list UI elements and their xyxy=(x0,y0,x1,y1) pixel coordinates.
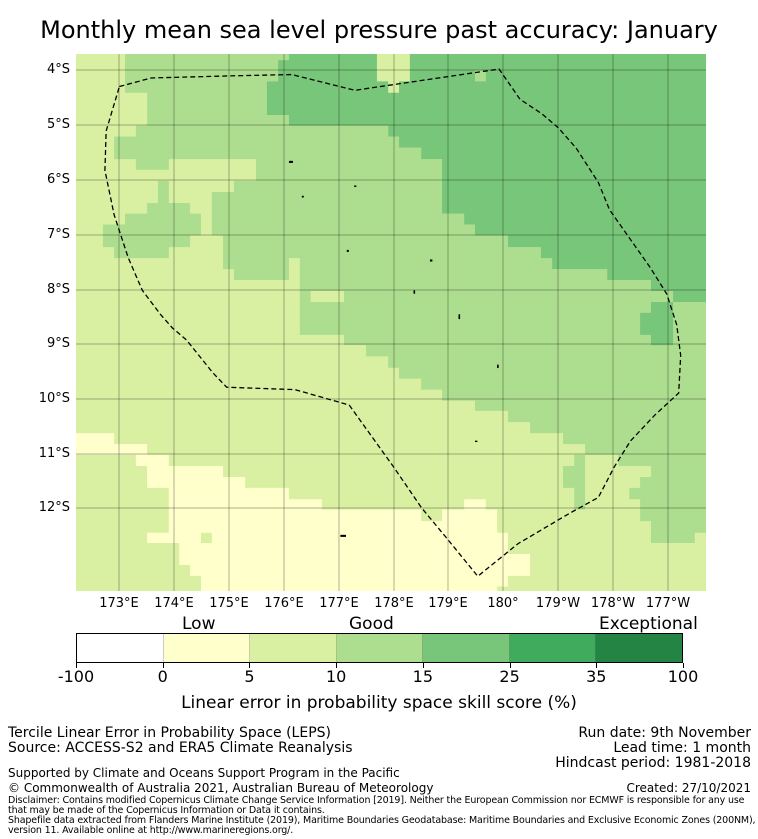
copyright-text: © Commonwealth of Australia 2021, Austra… xyxy=(8,781,434,795)
eez-boundary xyxy=(105,69,681,576)
colorbar-tick-label: 5 xyxy=(244,667,255,686)
region-10-15 xyxy=(562,454,586,510)
colorbar-tick-mark xyxy=(509,663,511,668)
colorbar-tick-label: 25 xyxy=(499,667,520,686)
latitude-label: 12°S xyxy=(38,500,70,515)
longitude-label: 179°W xyxy=(535,596,581,611)
colorbar-segment xyxy=(336,634,424,662)
gridlines xyxy=(76,54,706,591)
hindcast-period: Hindcast period: 1981-2018 xyxy=(555,755,751,771)
colorbar-tick-label: 0 xyxy=(157,667,168,686)
islands xyxy=(288,160,499,537)
region-15-25 xyxy=(640,301,674,346)
latitude-label: 4°S xyxy=(46,62,70,77)
skill-map xyxy=(76,54,706,591)
source-text: Source: ACCESS-S2 and ERA5 Climate Reana… xyxy=(8,740,353,756)
colorbar-tick-label: 35 xyxy=(586,667,607,686)
colorbar xyxy=(76,633,683,663)
colorbar-label: Linear error in probability space skill … xyxy=(181,693,577,713)
colorbar-tick-mark xyxy=(249,663,251,668)
colorbar-tick-mark xyxy=(336,663,338,668)
colorbar-tick-label: 100 xyxy=(667,667,699,686)
colorbar-tick-mark xyxy=(596,663,598,668)
latitude-label: 11°S xyxy=(38,446,70,461)
disclaimer-line-2: that may be made of the Copernicus Infor… xyxy=(8,805,325,816)
chart-title: Monthly mean sea level pressure past acc… xyxy=(40,16,718,44)
latitude-label: 6°S xyxy=(46,172,70,187)
region-10-15 xyxy=(474,70,486,82)
colorbar-tick-mark xyxy=(422,663,424,668)
disclaimer-line-1: Disclaimer: Contains modified Copernicus… xyxy=(8,795,745,806)
shapefile-line-2: version 11. Available online at http://w… xyxy=(8,825,294,836)
region-10-15 xyxy=(102,180,201,259)
region-10-15 xyxy=(114,54,706,544)
shapefile-line-1: Shapefile data extracted from Flanders M… xyxy=(8,815,756,826)
supported-text: Supported by Climate and Oceans Support … xyxy=(8,766,400,780)
latitude-label: 8°S xyxy=(46,282,70,297)
longitude-label: 177°W xyxy=(645,596,691,611)
latitude-label: 10°S xyxy=(38,391,70,406)
colorbar-segment xyxy=(423,634,510,662)
longitude-label: 178°E xyxy=(374,596,414,611)
lead-time: Lead time: 1 month xyxy=(613,740,751,756)
colorbar-tick-mark xyxy=(162,663,164,668)
latitude-label: 7°S xyxy=(46,227,70,242)
legend-category-exceptional: Exceptional xyxy=(599,614,698,634)
colorbar-tick-label: -100 xyxy=(57,667,95,686)
longitude-label: 177°E xyxy=(319,596,359,611)
colorbar-tick-label: 10 xyxy=(325,667,347,686)
method-text: Tercile Linear Error in Probability Spac… xyxy=(8,725,331,741)
colorbar-segment xyxy=(596,634,683,662)
colorbar-tick-mark xyxy=(683,663,684,668)
legend-category-good: Good xyxy=(349,614,394,634)
longitude-label: 179°E xyxy=(428,596,468,611)
latitude-label: 5°S xyxy=(46,117,70,132)
created-date: Created: 27/10/2021 xyxy=(626,781,751,795)
colorbar-segment xyxy=(509,634,597,662)
legend-category-low: Low xyxy=(182,614,216,634)
longitude-label: 174°E xyxy=(154,596,194,611)
longitude-label: 173°E xyxy=(99,596,139,611)
region-0-5 xyxy=(135,454,531,591)
colorbar-tick-mark xyxy=(76,663,77,668)
longitude-label: 176°E xyxy=(264,596,304,611)
region-5-10 xyxy=(200,532,212,544)
region-0-5 xyxy=(76,433,148,455)
longitude-label: 180° xyxy=(487,596,519,611)
run-date: Run date: 9th November xyxy=(578,725,751,741)
region-15-25 xyxy=(266,54,706,302)
longitude-label: 175°E xyxy=(209,596,249,611)
longitude-label: 178°W xyxy=(590,596,636,611)
colorbar-segment xyxy=(77,634,164,662)
colorbar-segment xyxy=(163,634,251,662)
colorbar-segment xyxy=(250,634,337,662)
colorbar-tick-label: 15 xyxy=(412,667,434,686)
region-5-10 xyxy=(310,290,344,302)
latitude-label: 9°S xyxy=(46,336,70,351)
